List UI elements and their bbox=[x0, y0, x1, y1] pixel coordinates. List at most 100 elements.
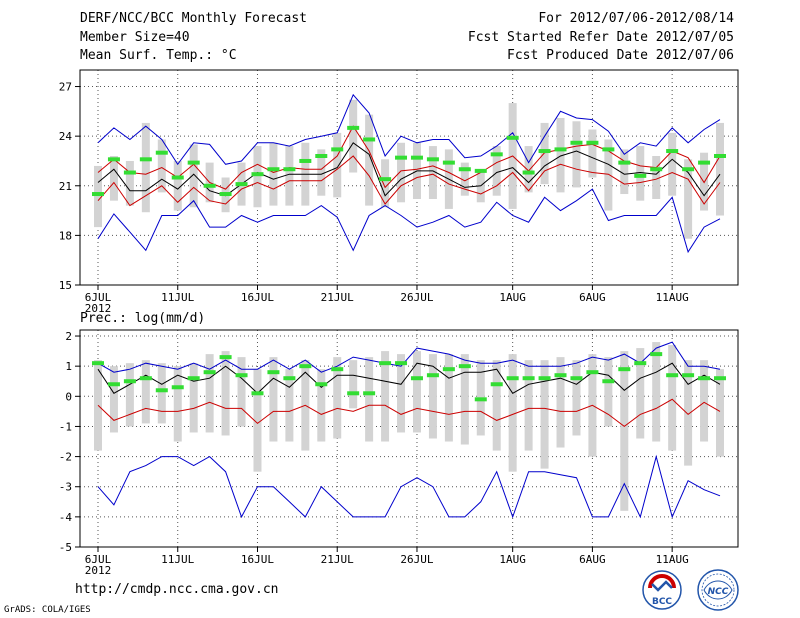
x-tick-label: 11JUL bbox=[161, 553, 194, 566]
median-marker bbox=[363, 391, 376, 396]
median-marker bbox=[107, 157, 120, 162]
range-bar bbox=[189, 144, 198, 208]
range-bar bbox=[109, 156, 118, 201]
median-marker bbox=[682, 373, 695, 378]
y-tick-label: 2 bbox=[65, 330, 72, 343]
range-bar bbox=[381, 159, 390, 208]
median-marker bbox=[331, 147, 344, 152]
range-bar bbox=[141, 360, 150, 424]
x-tick-label: 1AUG bbox=[499, 553, 526, 566]
median-marker bbox=[618, 367, 631, 372]
median-marker bbox=[682, 167, 695, 172]
median-marker bbox=[442, 367, 455, 372]
range-bar bbox=[604, 139, 613, 211]
y-tick-label: 0 bbox=[65, 390, 72, 403]
median-marker bbox=[315, 154, 328, 158]
median-marker bbox=[92, 361, 104, 366]
median-marker bbox=[251, 391, 264, 396]
median-marker bbox=[187, 376, 200, 381]
range-bar bbox=[365, 357, 374, 442]
range-bar bbox=[460, 354, 469, 445]
source-url[interactable]: http://cmdp.ncc.cma.gov.cn bbox=[75, 582, 279, 597]
median-marker bbox=[426, 373, 439, 378]
range-bar bbox=[428, 354, 437, 439]
x-tick-label: 16JUL bbox=[241, 291, 274, 304]
series-line-min bbox=[97, 188, 721, 254]
median-marker bbox=[554, 373, 567, 378]
range-bar bbox=[540, 360, 549, 469]
median-marker bbox=[171, 175, 184, 180]
median-marker bbox=[395, 361, 408, 366]
median-marker bbox=[299, 364, 312, 369]
range-bar bbox=[556, 117, 565, 193]
median-marker bbox=[155, 388, 168, 393]
range-bar bbox=[365, 114, 374, 206]
median-marker bbox=[666, 149, 679, 154]
median-marker bbox=[506, 135, 519, 140]
range-bar bbox=[397, 142, 406, 203]
median-marker bbox=[714, 376, 726, 381]
series-line-mean-plus-sd bbox=[97, 125, 721, 190]
y-tick-label: 21 bbox=[59, 180, 72, 193]
median-marker bbox=[506, 376, 519, 381]
range-bar bbox=[668, 345, 677, 451]
median-marker bbox=[139, 376, 152, 381]
median-marker bbox=[714, 154, 726, 158]
range-bar bbox=[428, 146, 437, 199]
bcc-logo: BCC bbox=[642, 570, 682, 610]
x-tick-label: 21JUL bbox=[321, 553, 354, 566]
range-bar bbox=[125, 363, 134, 427]
y-tick-label: -5 bbox=[59, 541, 72, 554]
median-marker bbox=[347, 125, 360, 130]
range-bar bbox=[269, 357, 278, 442]
range-bar bbox=[700, 360, 709, 442]
range-bar bbox=[620, 351, 629, 511]
median-marker bbox=[315, 382, 328, 387]
range-bar bbox=[556, 357, 565, 448]
range-bar bbox=[317, 149, 326, 196]
range-bar bbox=[157, 139, 166, 193]
range-bar bbox=[604, 357, 613, 427]
variable-label: Mean Surf. Temp.: °C bbox=[80, 48, 237, 63]
range-bar bbox=[94, 165, 102, 228]
median-marker bbox=[235, 182, 248, 187]
range-bar bbox=[397, 354, 406, 433]
series-line-mean-minus-sd bbox=[97, 155, 721, 207]
median-marker bbox=[458, 167, 471, 172]
median-marker bbox=[586, 370, 599, 375]
y-tick-label: 15 bbox=[59, 279, 72, 292]
range-bar bbox=[157, 363, 166, 424]
logos: BCC NCC bbox=[642, 569, 739, 611]
range-bar bbox=[524, 146, 533, 193]
median-marker bbox=[203, 370, 216, 375]
median-marker bbox=[522, 170, 535, 175]
plot-frame bbox=[79, 69, 739, 286]
x-tick-label: 6AUG bbox=[579, 291, 606, 304]
y-tick-label: -1 bbox=[59, 420, 72, 433]
range-bar bbox=[636, 348, 645, 439]
median-marker bbox=[155, 150, 168, 155]
panel-temperature: 15 18 21 24 27 6JUL 11JUL 16JUL 21JUL 26JUL 1AUG 6A… bbox=[59, 69, 739, 315]
median-marker bbox=[698, 376, 711, 381]
median-marker bbox=[442, 160, 455, 165]
x-tick-label: 21JUL bbox=[321, 291, 354, 304]
median-marker bbox=[458, 364, 471, 369]
median-marker bbox=[426, 157, 439, 162]
median-marker bbox=[283, 167, 296, 172]
y-tick-label: 1 bbox=[65, 360, 72, 373]
range-bar bbox=[205, 354, 214, 433]
range-bar bbox=[173, 160, 182, 211]
series-line-min bbox=[97, 454, 721, 519]
produced-date: Fcst Produced Date 2012/07/06 bbox=[507, 48, 734, 63]
median-marker bbox=[92, 192, 104, 197]
y-tick-label: 27 bbox=[59, 81, 72, 94]
median-marker bbox=[331, 367, 344, 372]
median-marker bbox=[490, 382, 503, 387]
median-marker bbox=[203, 183, 216, 188]
median-marker bbox=[123, 379, 136, 384]
range-bar bbox=[636, 146, 645, 201]
median-marker bbox=[219, 355, 232, 360]
median-marker bbox=[490, 152, 503, 157]
